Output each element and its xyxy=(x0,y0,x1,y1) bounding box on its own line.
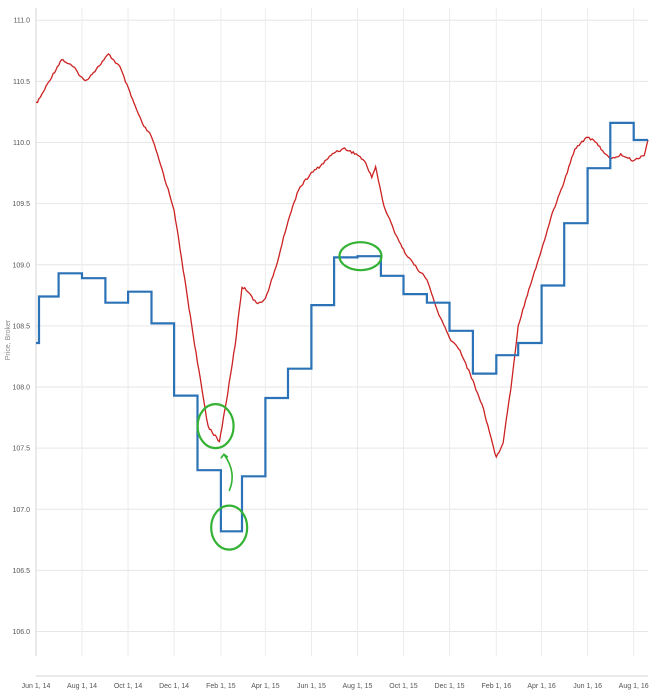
y-tick-label: 109.0 xyxy=(12,262,30,269)
annotations xyxy=(196,241,383,551)
annotation-ellipse xyxy=(196,403,235,450)
x-tick-label: Feb 1, 15 xyxy=(206,683,236,690)
annotation-arrow xyxy=(223,453,233,492)
series-line-red xyxy=(35,53,649,459)
y-tick-label: 107.0 xyxy=(12,507,30,514)
x-tick-label: Aug 1, 15 xyxy=(342,683,372,690)
x-tick-label: Dec 1, 14 xyxy=(159,683,189,690)
y-tick-label: 108.5 xyxy=(12,323,30,330)
y-tick-label: 106.5 xyxy=(12,568,30,575)
annotation-arrowhead xyxy=(220,453,229,459)
x-tick-label: Feb 1, 16 xyxy=(482,683,512,690)
annotation-ellipse xyxy=(210,504,249,551)
x-tick-label: Dec 1, 15 xyxy=(435,683,465,690)
x-tick-label: Jun 1, 15 xyxy=(297,683,326,690)
annotation-ellipse xyxy=(338,241,383,272)
x-tick-label: Jun 1, 14 xyxy=(22,683,51,690)
series-group xyxy=(35,53,649,533)
x-tick-label: Apr 1, 15 xyxy=(251,683,280,690)
x-tick-label: Apr 1, 16 xyxy=(527,683,556,690)
y-tick-label: 110.0 xyxy=(13,140,30,147)
y-tick-label: 110.5 xyxy=(13,79,30,86)
y-tick-label: 111.0 xyxy=(14,18,31,25)
y-tick-label: 109.5 xyxy=(12,201,30,208)
series-line-step xyxy=(36,121,648,533)
y-tick-label: 108.0 xyxy=(12,385,30,392)
x-tick-label: Aug 1, 14 xyxy=(67,683,97,690)
x-tick-label: Oct 1, 14 xyxy=(114,683,143,690)
y-axis-label: Price, Broker xyxy=(5,319,12,360)
y-tick-label: 106.0 xyxy=(12,629,30,636)
axes: 106.0 106.5 107.0 107.5 108.0 108.5 109.0 109.5… xyxy=(12,8,649,690)
x-tick-label: Jun 1, 16 xyxy=(573,683,602,690)
x-tick-label: Aug 1, 16 xyxy=(619,683,649,690)
x-tick-label: Oct 1, 15 xyxy=(389,683,418,690)
y-tick-label: 107.5 xyxy=(12,446,30,453)
